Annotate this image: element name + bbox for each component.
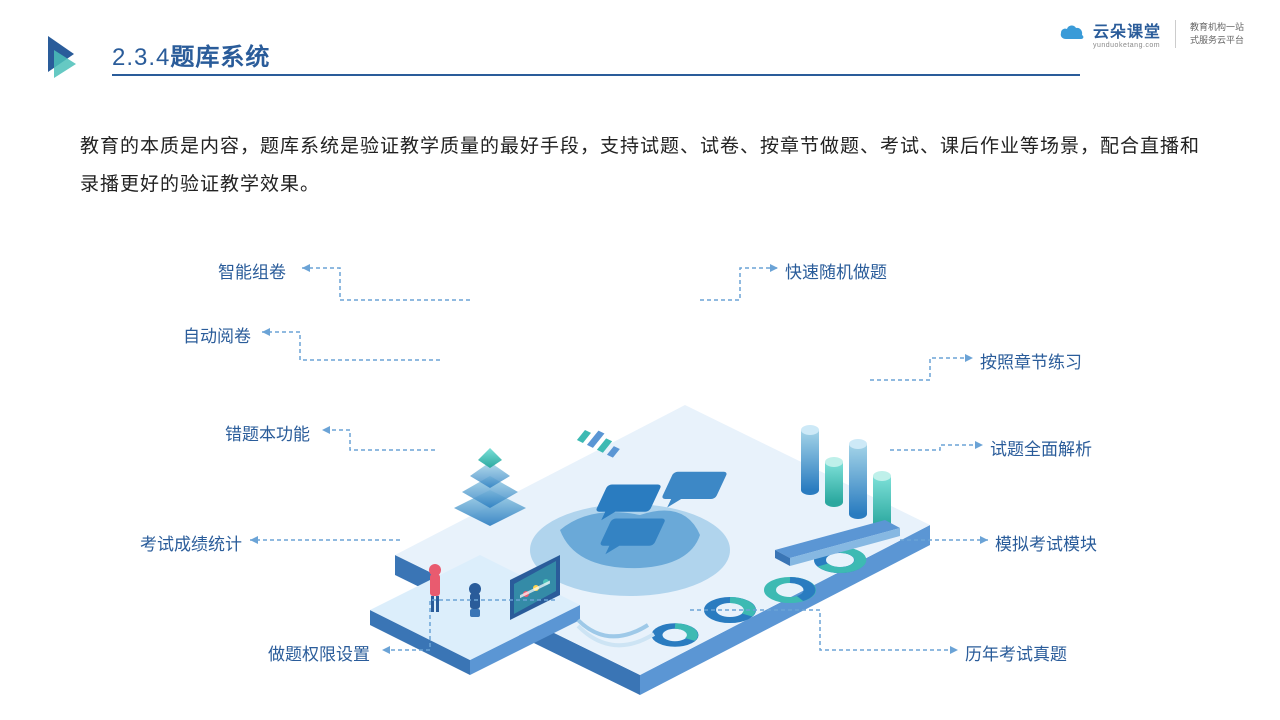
logo-name: 云朵课堂 — [1093, 18, 1161, 42]
logo-slogan: 教育机构一站式服务云平台 — [1190, 21, 1250, 46]
feature-diagram: 智能组卷 自动阅卷 错题本功能 考试成绩统计 做题权限设置 快速随机做题 按照章… — [0, 220, 1280, 700]
logo-divider — [1175, 20, 1176, 48]
logo-domain: yunduoketang.com — [1093, 42, 1161, 49]
feature-smart-compose: 智能组卷 — [218, 258, 286, 283]
isometric-illustration — [0, 220, 1280, 700]
section-name: 题库系统 — [170, 44, 270, 71]
title-underline — [112, 74, 1080, 76]
section-description: 教育的本质是内容，题库系统是验证教学质量的最好手段，支持试题、试卷、按章节做题、… — [80, 128, 1200, 204]
section-arrow-icon — [40, 30, 88, 78]
feature-full-analysis: 试题全面解析 — [990, 435, 1092, 460]
feature-permission: 做题权限设置 — [268, 640, 370, 665]
section-number: 2.3.4 — [112, 44, 170, 71]
brand-logo: 云朵课堂 yunduoketang.com 教育机构一站式服务云平台 — [1059, 18, 1250, 49]
section-title: 2.3.4题库系统 — [112, 37, 270, 72]
feature-mock-exam: 模拟考试模块 — [995, 530, 1097, 555]
feature-past-exams: 历年考试真题 — [965, 640, 1067, 665]
feature-chapter-practice: 按照章节练习 — [980, 348, 1082, 373]
cloud-icon — [1059, 23, 1085, 45]
feature-auto-grading: 自动阅卷 — [183, 322, 251, 347]
feature-score-stats: 考试成绩统计 — [140, 530, 242, 555]
feature-quick-random: 快速随机做题 — [785, 258, 887, 283]
feature-error-notebook: 错题本功能 — [225, 420, 310, 445]
